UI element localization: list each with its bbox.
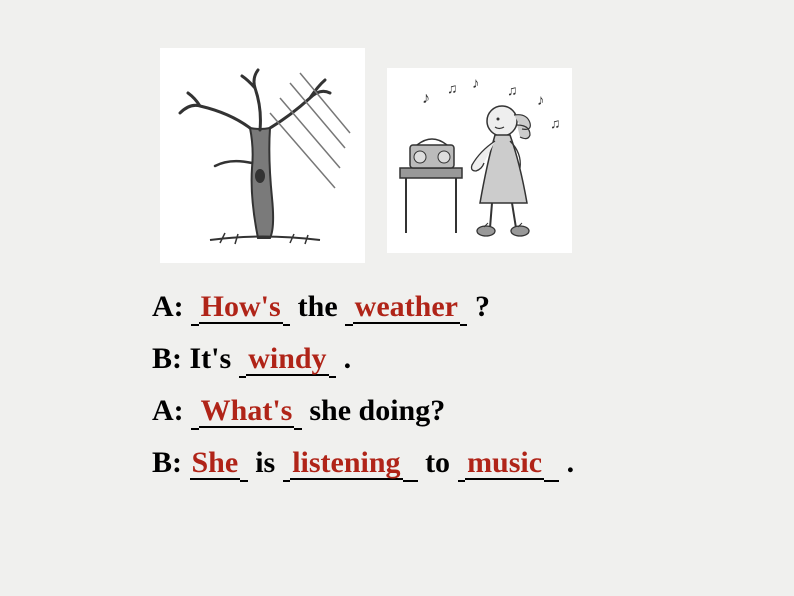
svg-text:♫: ♫ [447,82,458,97]
speaker-label: B: [152,342,182,376]
dialogue-line-2: B: It's windy . [152,342,574,378]
plain-text [184,394,192,428]
answer-text: listening [290,448,402,480]
blank-underline [403,446,418,482]
blank-underline [544,446,559,482]
svg-text:♫: ♫ [507,84,518,99]
answer-text: weather [353,292,460,324]
plain-text: to [418,446,458,480]
blank-underline [283,290,291,326]
plain-text: ? [467,290,490,324]
dialogue-line-3: A: What's she doing? [152,394,574,430]
plain-text: is [248,446,283,480]
svg-text:♪: ♪ [537,93,545,109]
blank-underline [191,290,199,326]
svg-text:♪: ♪ [472,76,480,92]
plain-text [182,446,190,480]
girl-music-icon: ♪ ♫ ♪ ♫ ♪ ♫ [392,73,567,248]
speaker-label: A: [152,394,184,428]
images-row: ♪ ♫ ♪ ♫ ♪ ♫ [160,48,572,263]
svg-text:♫: ♫ [550,117,561,132]
dialogue-line-4: B: She is listening to music . [152,446,574,482]
blank-underline [460,290,468,326]
blank-underline [329,342,337,378]
blank-underline [294,394,302,430]
dialogue-line-1: A: How's the weather ? [152,290,574,326]
plain-text: . [559,446,574,480]
blank-underline [240,446,248,482]
svg-text:♪: ♪ [422,90,430,107]
blank-underline [191,394,199,430]
blank-underline [458,446,466,482]
answer-text: windy [246,344,328,376]
blank-underline [283,446,291,482]
speaker-label: B: [152,446,182,480]
plain-text: the [290,290,345,324]
dialogue-block: A: How's the weather ? B: It's windy . A… [152,290,574,498]
answer-text: What's [199,396,295,428]
plain-text: . [336,342,351,376]
answer-text: She [190,448,241,480]
plain-text [184,290,192,324]
speaker-label: A: [152,290,184,324]
slide-container: ♪ ♫ ♪ ♫ ♪ ♫ [0,0,794,596]
blank-underline [239,342,247,378]
tree-icon [170,58,355,253]
windy-tree-image [160,48,365,263]
plain-text: she doing? [302,394,445,428]
answer-text: How's [199,292,283,324]
plain-text: It's [182,342,239,376]
girl-music-image: ♪ ♫ ♪ ♫ ♪ ♫ [387,68,572,253]
blank-underline [345,290,353,326]
answer-text: music [465,448,544,480]
